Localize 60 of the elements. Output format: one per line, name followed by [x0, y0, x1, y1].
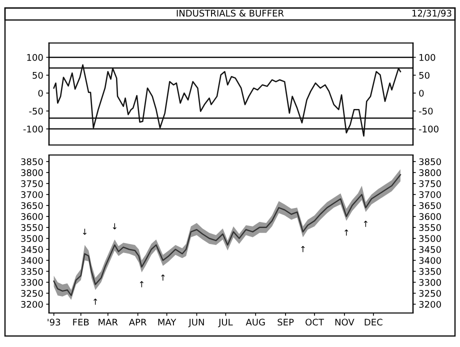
y2-tick-label: 3300: [419, 279, 441, 286]
y2-tick-label: 3350: [419, 268, 441, 275]
x-tick-label: JUN: [188, 318, 204, 328]
x-tick-label: OCT: [306, 318, 324, 326]
y-tick-label: 3400: [21, 257, 43, 264]
y-tick-label: 3350: [21, 268, 43, 275]
annotation: ↑: [161, 274, 165, 281]
y-tick-label: 3450: [21, 246, 43, 253]
x-tick-label: '93: [48, 318, 60, 326]
y2-tick-label: 3750: [419, 180, 441, 188]
chart-title: INDUSTRIALS & BUFFER: [176, 10, 284, 17]
y-tick-label: 0: [38, 90, 43, 97]
annotation: ↑: [140, 281, 144, 288]
y-tick-label: 3500: [21, 235, 43, 242]
y2-tick-label: 3650: [419, 202, 441, 210]
annotation: ↑: [344, 230, 348, 236]
x-tick-label: APR: [128, 318, 147, 326]
annotation: ↑: [94, 298, 98, 305]
x-tick-label: AUG: [246, 318, 265, 326]
y2-tick-label: 3550: [419, 224, 441, 231]
y2-tick-label: -100: [418, 126, 438, 132]
x-tick-label: MAY: [158, 318, 176, 326]
x-tick-label: SEP: [278, 318, 294, 326]
y-tick-label: 50: [32, 72, 43, 79]
y-tick-label: 3600: [21, 213, 43, 220]
y-tick-label: 3650: [21, 202, 43, 210]
y2-tick-label: 3200: [419, 300, 441, 308]
y2-tick-label: 3700: [419, 191, 441, 198]
y-tick-label: 3800: [21, 169, 43, 176]
x-tick-label: NOV: [335, 318, 354, 326]
y2-tick-label: 3850: [419, 158, 441, 166]
y-tick-label: 3850: [21, 158, 43, 166]
y2-tick-label: -50: [418, 108, 433, 115]
y2-tick-label: 3250: [419, 290, 441, 297]
annotation: ↑: [301, 246, 305, 252]
y-tick-label: 3700: [21, 191, 43, 198]
y-tick-label: 100: [27, 54, 43, 61]
annotation: ↓: [112, 223, 116, 230]
y2-tick-label: 100: [420, 54, 436, 61]
y2-tick-label: 3800: [419, 169, 441, 176]
text: 12/31/93: [412, 10, 452, 18]
annotation: ↓: [82, 228, 86, 235]
y2-tick-label: 3450: [419, 246, 441, 253]
y2-tick-label: 3600: [419, 213, 441, 220]
y-tick-label: 3550: [21, 224, 43, 231]
y-tick-label: -50: [29, 108, 43, 115]
y-tick-label: 3750: [21, 180, 43, 188]
y-tick-label: 3200: [21, 300, 43, 308]
y-tick-label: -100: [23, 126, 43, 132]
y2-tick-label: 3400: [419, 257, 441, 264]
x-tick-label: MAR: [98, 318, 118, 326]
y2-tick-label: 3500: [419, 235, 441, 242]
x-tick-label: FEB: [73, 318, 89, 326]
y-tick-label: 3250: [21, 290, 43, 297]
annotation: ↑: [364, 220, 368, 227]
y2-tick-label: 50: [419, 72, 430, 79]
x-tick-label: JUL: [218, 318, 233, 328]
y-tick-label: 3300: [21, 279, 43, 286]
y2-tick-label: 0: [419, 90, 424, 97]
x-tick-label: DEC: [364, 318, 382, 326]
